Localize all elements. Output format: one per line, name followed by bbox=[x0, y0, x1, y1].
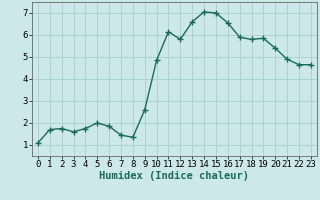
X-axis label: Humidex (Indice chaleur): Humidex (Indice chaleur) bbox=[100, 171, 249, 181]
